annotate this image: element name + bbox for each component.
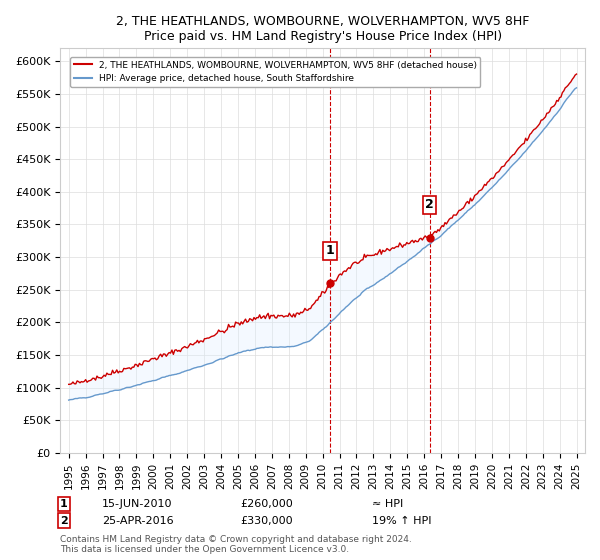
Text: £330,000: £330,000 (240, 516, 293, 526)
Text: Contains HM Land Registry data © Crown copyright and database right 2024.
This d: Contains HM Land Registry data © Crown c… (60, 535, 412, 554)
Text: 1: 1 (326, 244, 335, 257)
Text: 2: 2 (425, 198, 434, 212)
Text: ≈ HPI: ≈ HPI (372, 499, 403, 509)
Text: 25-APR-2016: 25-APR-2016 (102, 516, 173, 526)
Text: 2: 2 (60, 516, 68, 526)
Text: 19% ↑ HPI: 19% ↑ HPI (372, 516, 431, 526)
Legend: 2, THE HEATHLANDS, WOMBOURNE, WOLVERHAMPTON, WV5 8HF (detached house), HPI: Aver: 2, THE HEATHLANDS, WOMBOURNE, WOLVERHAMP… (70, 57, 481, 87)
Title: 2, THE HEATHLANDS, WOMBOURNE, WOLVERHAMPTON, WV5 8HF
Price paid vs. HM Land Regi: 2, THE HEATHLANDS, WOMBOURNE, WOLVERHAMP… (116, 15, 529, 43)
Text: £260,000: £260,000 (240, 499, 293, 509)
Text: 1: 1 (60, 499, 68, 509)
Text: 15-JUN-2010: 15-JUN-2010 (102, 499, 173, 509)
